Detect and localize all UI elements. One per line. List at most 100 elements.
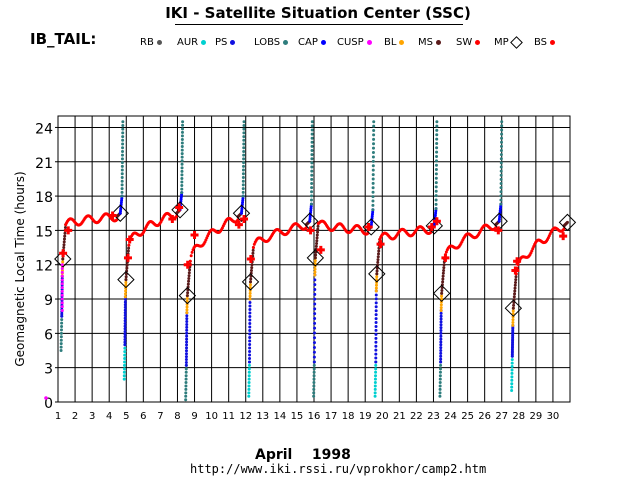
orbit-point	[439, 331, 443, 335]
y-axis-label: Geomagnetic Local Time (hours)	[13, 171, 27, 366]
orbit-point	[312, 360, 316, 364]
x-tick-label: 1	[55, 411, 61, 422]
orbit-point	[248, 342, 252, 346]
orbit-point	[185, 346, 189, 350]
legend-item-aur: AUR	[177, 37, 207, 48]
orbit-point	[181, 120, 185, 124]
bow-shock-marker	[513, 257, 522, 266]
orbit-point	[180, 191, 184, 195]
orbit-point	[510, 365, 514, 369]
orbit-point	[123, 319, 127, 323]
y-tick-label: 12	[35, 259, 53, 275]
orbit-point	[184, 349, 188, 353]
orbit-point	[188, 268, 192, 272]
orbit-point	[374, 374, 378, 378]
orbit-point	[499, 169, 503, 173]
orbit-point	[180, 141, 184, 145]
orbit-point	[312, 355, 316, 359]
orbit-point	[121, 127, 125, 131]
orbit-point	[434, 168, 438, 172]
x-tick-label: 4	[106, 411, 112, 422]
orbit-point	[184, 377, 188, 381]
legend-item-sw: SW	[456, 37, 481, 48]
orbit-point	[439, 306, 443, 310]
legend-swatch	[201, 39, 207, 45]
orbit-point	[514, 275, 518, 279]
orbit-point	[435, 120, 439, 124]
orbit-point	[185, 317, 189, 321]
orbit-point	[60, 293, 64, 297]
legend-label: SW	[456, 37, 473, 48]
bow-shock-marker	[234, 220, 243, 229]
orbit-point	[120, 153, 124, 157]
orbit-point	[62, 243, 66, 247]
orbit-point	[60, 289, 64, 293]
orbit-point	[121, 142, 125, 146]
orbit-point	[439, 323, 443, 327]
orbit-point	[247, 367, 251, 371]
orbit-point	[313, 312, 317, 316]
orbit-point	[374, 367, 378, 371]
orbit-point	[313, 259, 317, 263]
orbit-point	[248, 315, 252, 319]
orbit-point	[62, 237, 66, 241]
orbit-point	[248, 329, 252, 332]
orbit-point	[312, 363, 316, 367]
orbit-point	[499, 177, 503, 181]
orbit-point	[185, 320, 189, 324]
orbit-point	[123, 308, 127, 312]
orbit-point	[60, 314, 64, 318]
orbit-point	[123, 297, 127, 301]
magnetopause-marker	[558, 213, 577, 232]
orbit-point	[312, 391, 316, 395]
x-tick-label: 28	[512, 411, 525, 422]
orbit-point	[60, 301, 64, 305]
orbit-point	[187, 271, 191, 275]
orbit-point	[247, 377, 251, 381]
orbit-point	[439, 340, 443, 344]
orbit-point	[513, 292, 517, 296]
orbit-point	[435, 137, 439, 141]
orbit-point	[500, 136, 504, 140]
orbit-point	[62, 240, 66, 244]
orbit-point	[310, 194, 314, 198]
bow-shock-marker	[64, 226, 73, 235]
orbit-point	[123, 321, 127, 325]
legend-swatch	[550, 39, 556, 45]
orbit-point	[59, 349, 63, 353]
orbit-point	[510, 389, 514, 393]
orbit-point	[248, 339, 252, 343]
bow-shock-marker	[511, 266, 520, 275]
orbit-point	[500, 124, 504, 128]
orbit-point	[315, 236, 319, 240]
orbit-point	[434, 198, 438, 202]
orbit-point	[242, 146, 246, 150]
orbit-point	[241, 183, 245, 187]
sw-point	[188, 259, 192, 263]
orbit-point	[180, 159, 184, 163]
orbit-point	[510, 361, 514, 365]
orbit-point	[512, 295, 516, 299]
legend-label: CAP	[298, 37, 318, 48]
y-tick-label: 24	[35, 121, 53, 137]
orbit-point	[241, 190, 245, 194]
orbit-point	[434, 202, 438, 206]
orbit-point	[374, 348, 378, 352]
orbit-point	[310, 128, 314, 132]
orbit-point	[185, 314, 189, 318]
orbit-point	[371, 164, 375, 168]
orbit-point	[316, 230, 320, 234]
orbit-point	[372, 137, 376, 141]
orbit-point	[60, 286, 64, 290]
orbit-point	[123, 295, 127, 299]
orbit-point	[242, 164, 246, 168]
orbit-point	[439, 360, 443, 364]
orbit-point	[123, 335, 127, 339]
orbit-point	[511, 320, 515, 324]
orbit-point	[315, 242, 319, 246]
orbit-point	[373, 381, 377, 385]
orbit-point	[511, 318, 515, 322]
orbit-point	[123, 346, 127, 350]
orbit-point	[499, 157, 503, 161]
orbit-point	[510, 375, 514, 379]
